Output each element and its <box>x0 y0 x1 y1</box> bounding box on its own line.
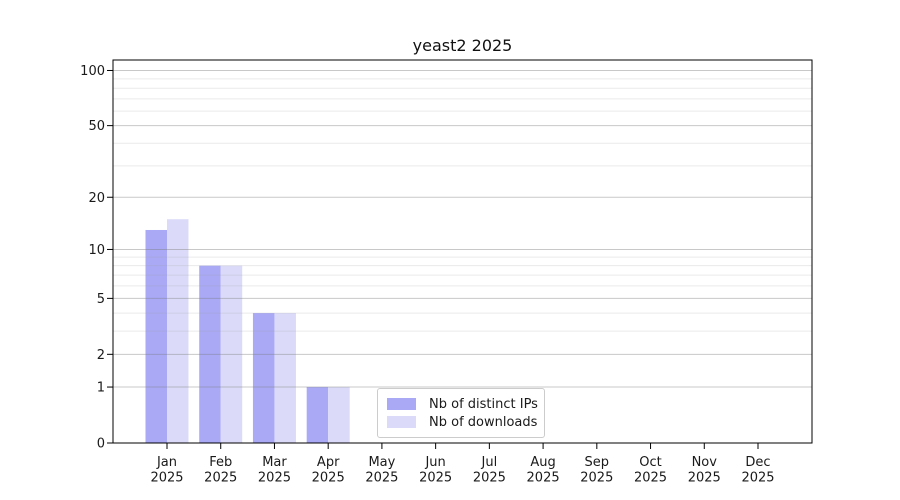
bar-mar-nb-of-distinct-ips <box>252 313 275 443</box>
y-tick-label: 50 <box>88 119 105 134</box>
x-tick-label-dec: Dec 2025 <box>741 455 774 486</box>
legend-swatch-distinct-ips <box>387 398 416 410</box>
x-tick-label-apr: Apr 2025 <box>312 455 345 486</box>
x-tick-label-aug: Aug 2025 <box>527 455 560 486</box>
legend-item-downloads: Nb of downloads <box>387 414 538 430</box>
x-tick-label-jun: Jun 2025 <box>419 455 452 486</box>
legend: Nb of distinct IPs Nb of downloads <box>377 388 545 438</box>
bar-feb-nb-of-downloads <box>220 265 243 443</box>
bar-jan-nb-of-downloads <box>167 219 189 443</box>
bar-jan-nb-of-distinct-ips <box>145 229 167 443</box>
x-tick-label-jan: Jan 2025 <box>150 455 183 486</box>
y-tick-label: 1 <box>97 381 105 396</box>
legend-label-distinct-ips: Nb of distinct IPs <box>429 396 538 412</box>
bar-feb-nb-of-distinct-ips <box>199 265 221 443</box>
legend-label-downloads: Nb of downloads <box>429 414 538 430</box>
x-tick-label-feb: Feb 2025 <box>204 455 237 486</box>
bar-apr-nb-of-downloads <box>328 387 350 443</box>
y-tick-label: 0 <box>97 437 105 452</box>
x-tick-label-mar: Mar 2025 <box>258 455 291 486</box>
plot-border <box>112 59 813 444</box>
y-tick-label: 20 <box>88 191 105 206</box>
y-tick-label: 100 <box>80 64 105 79</box>
legend-item-distinct-ips: Nb of distinct IPs <box>387 396 538 412</box>
y-tick-label: 2 <box>97 348 105 363</box>
bar-mar-nb-of-downloads <box>274 313 296 443</box>
x-tick-label-jul: Jul 2025 <box>473 455 506 486</box>
chart-title: yeast2 2025 <box>412 36 513 55</box>
x-tick-label-may: May 2025 <box>365 455 398 486</box>
y-tick-label: 5 <box>97 292 105 307</box>
legend-swatch-downloads <box>387 416 416 428</box>
x-tick-label-oct: Oct 2025 <box>634 455 667 486</box>
x-tick-label-sep: Sep 2025 <box>580 455 613 486</box>
bar-apr-nb-of-distinct-ips <box>306 387 329 443</box>
x-tick-label-nov: Nov 2025 <box>688 455 721 486</box>
y-tick-label: 10 <box>88 243 105 258</box>
